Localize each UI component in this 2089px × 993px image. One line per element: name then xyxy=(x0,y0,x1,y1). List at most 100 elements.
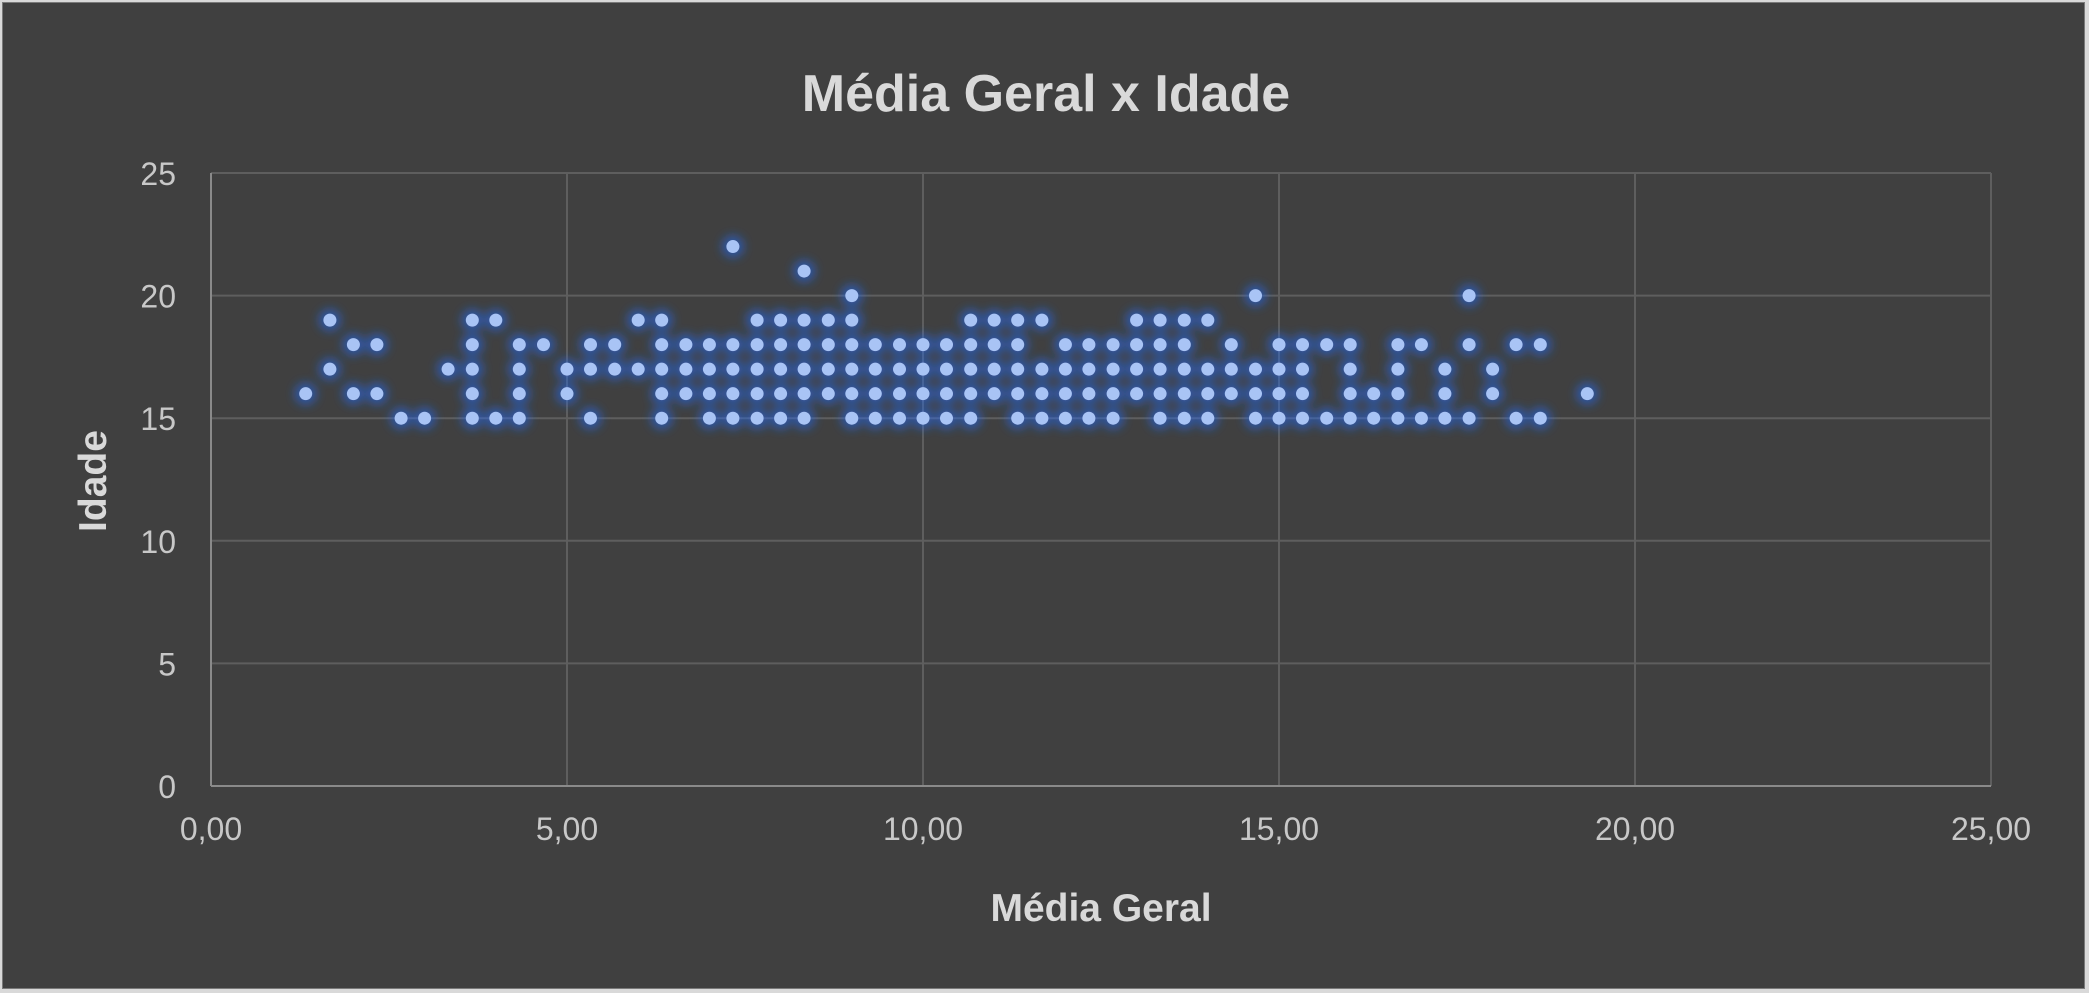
data-point xyxy=(1106,411,1120,425)
data-point xyxy=(939,362,953,376)
data-point xyxy=(323,313,337,327)
scatter-chart: 0 5 10 15 20 25 0,00 5,00 10,00 15,00 20,00 25,00 M… xyxy=(72,65,2031,930)
data-point xyxy=(1438,362,1452,376)
data-point xyxy=(1509,338,1523,352)
data-point xyxy=(1272,411,1286,425)
data-point xyxy=(868,411,882,425)
data-point xyxy=(512,362,526,376)
data-point xyxy=(1082,411,1096,425)
data-point xyxy=(1058,362,1072,376)
data-point xyxy=(655,338,669,352)
data-points xyxy=(299,240,1594,425)
data-point xyxy=(774,338,788,352)
data-point xyxy=(987,313,1001,327)
data-point xyxy=(1249,289,1263,303)
data-point xyxy=(1438,411,1452,425)
data-point xyxy=(465,338,479,352)
data-point xyxy=(679,387,693,401)
data-point xyxy=(845,289,859,303)
data-point xyxy=(1295,362,1309,376)
data-point xyxy=(939,387,953,401)
data-point xyxy=(489,411,503,425)
data-point xyxy=(1177,387,1191,401)
data-point xyxy=(1391,411,1405,425)
data-point xyxy=(1035,362,1049,376)
data-point xyxy=(1249,362,1263,376)
data-point xyxy=(1224,362,1238,376)
data-point xyxy=(821,362,835,376)
data-point xyxy=(1011,313,1025,327)
data-point xyxy=(1509,411,1523,425)
data-point xyxy=(1106,338,1120,352)
data-point xyxy=(1391,387,1405,401)
data-point xyxy=(797,313,811,327)
data-point xyxy=(893,411,907,425)
data-point xyxy=(797,338,811,352)
data-point xyxy=(1106,387,1120,401)
data-point xyxy=(1082,362,1096,376)
data-point xyxy=(394,411,408,425)
data-point xyxy=(845,362,859,376)
data-point xyxy=(1249,387,1263,401)
data-point xyxy=(916,387,930,401)
data-point xyxy=(583,362,597,376)
data-point xyxy=(1249,411,1263,425)
data-point xyxy=(1201,387,1215,401)
data-point xyxy=(1011,411,1025,425)
data-point xyxy=(1201,362,1215,376)
data-point xyxy=(1320,338,1334,352)
data-point xyxy=(1177,338,1191,352)
data-point xyxy=(1367,411,1381,425)
data-point xyxy=(1462,338,1476,352)
data-point xyxy=(323,362,337,376)
data-point xyxy=(1130,313,1144,327)
data-point xyxy=(560,362,574,376)
data-point xyxy=(987,387,1001,401)
data-point xyxy=(916,338,930,352)
data-point xyxy=(655,313,669,327)
data-point xyxy=(774,411,788,425)
data-point xyxy=(893,362,907,376)
data-point xyxy=(726,240,740,254)
data-point xyxy=(987,362,1001,376)
data-point xyxy=(797,387,811,401)
x-tick-label: 20,00 xyxy=(1595,811,1675,847)
data-point xyxy=(845,313,859,327)
data-point xyxy=(346,387,360,401)
data-point xyxy=(797,411,811,425)
data-point xyxy=(939,338,953,352)
data-point xyxy=(1130,338,1144,352)
data-point xyxy=(797,264,811,278)
data-point xyxy=(726,338,740,352)
x-tick-label: 0,00 xyxy=(180,811,242,847)
data-point xyxy=(821,313,835,327)
x-tick-label: 25,00 xyxy=(1951,811,2031,847)
data-point xyxy=(1462,411,1476,425)
data-point xyxy=(299,387,313,401)
data-point xyxy=(465,362,479,376)
data-point xyxy=(1533,338,1547,352)
y-tick-label: 15 xyxy=(140,401,176,437)
data-point xyxy=(1130,387,1144,401)
data-point xyxy=(465,411,479,425)
data-point xyxy=(1201,411,1215,425)
data-point xyxy=(537,338,551,352)
data-point xyxy=(346,338,360,352)
data-point xyxy=(893,387,907,401)
data-point xyxy=(702,362,716,376)
data-point xyxy=(868,362,882,376)
data-point xyxy=(845,338,859,352)
data-point xyxy=(1224,387,1238,401)
data-point xyxy=(868,338,882,352)
data-point xyxy=(1343,338,1357,352)
data-point xyxy=(1438,387,1452,401)
data-point xyxy=(465,313,479,327)
data-point xyxy=(655,362,669,376)
data-point xyxy=(750,338,764,352)
data-point xyxy=(1058,387,1072,401)
data-point xyxy=(1177,362,1191,376)
data-point xyxy=(441,362,455,376)
data-point xyxy=(1177,411,1191,425)
data-point xyxy=(702,387,716,401)
data-point xyxy=(583,411,597,425)
